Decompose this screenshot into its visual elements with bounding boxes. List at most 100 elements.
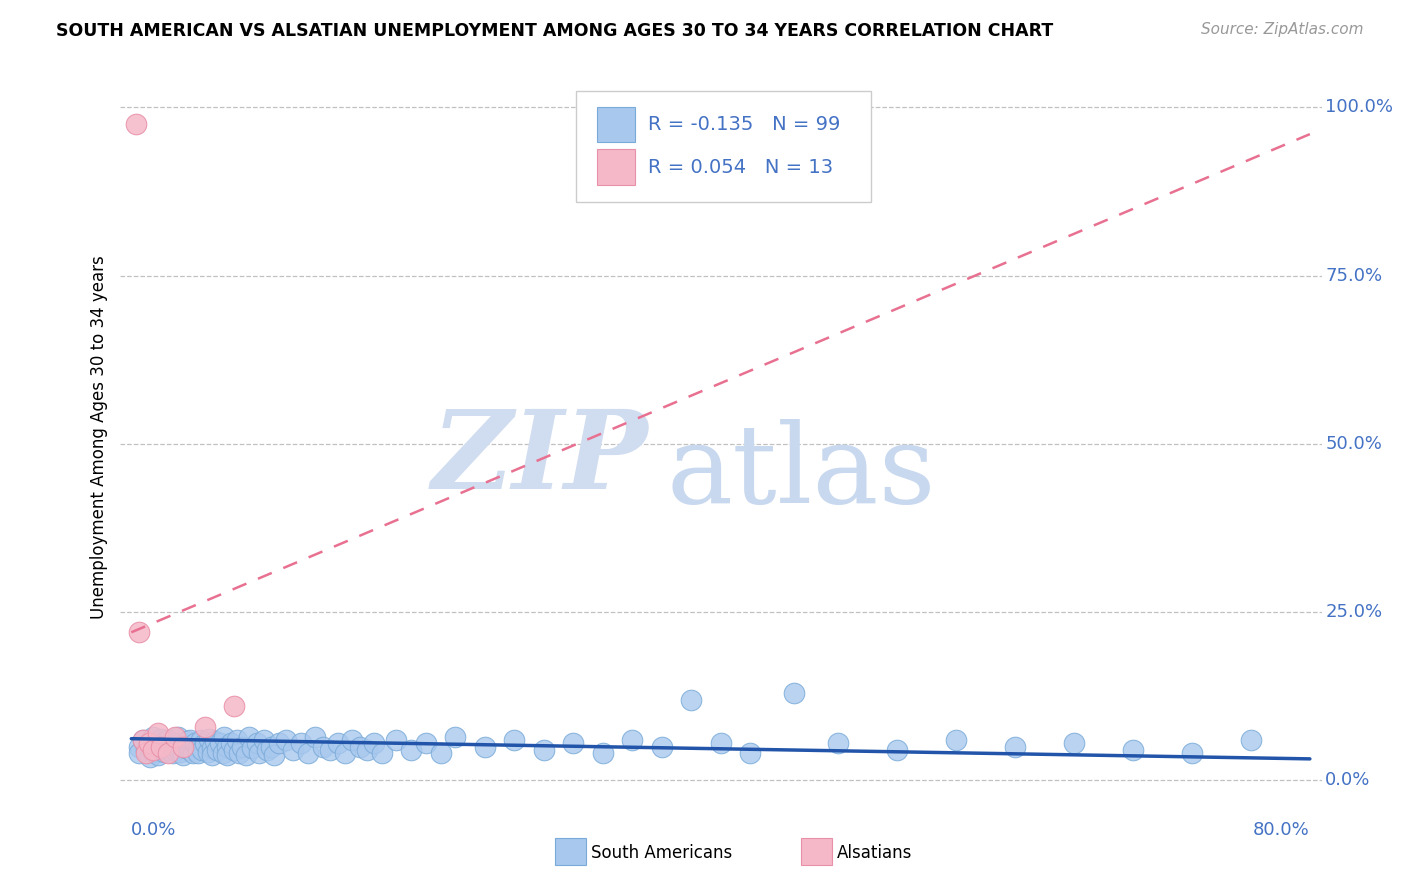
Point — [245, 736, 267, 750]
Bar — [596, 150, 636, 186]
Point — [235, 747, 257, 762]
Point — [224, 699, 246, 714]
Point — [238, 730, 260, 744]
Point — [215, 739, 238, 754]
Point — [231, 739, 253, 754]
Point — [827, 736, 849, 750]
Text: 50.0%: 50.0% — [1326, 434, 1382, 453]
Point — [142, 745, 165, 759]
Point — [194, 736, 217, 750]
Point — [142, 730, 165, 744]
FancyBboxPatch shape — [576, 91, 870, 202]
Point — [153, 734, 176, 748]
Point — [204, 734, 226, 748]
Point — [415, 736, 437, 750]
Point — [149, 739, 172, 754]
Point — [363, 736, 385, 750]
Point — [474, 739, 496, 754]
Text: ZIP: ZIP — [432, 405, 648, 512]
Point — [152, 745, 174, 759]
Point — [621, 733, 644, 747]
Point — [176, 734, 198, 748]
Point — [165, 730, 187, 744]
Point — [651, 739, 673, 754]
Text: South Americans: South Americans — [591, 844, 731, 862]
Point — [165, 743, 187, 757]
Point — [146, 747, 169, 762]
Text: 0.0%: 0.0% — [131, 821, 177, 838]
Point — [181, 747, 204, 761]
Point — [356, 743, 378, 757]
Point — [326, 736, 349, 750]
Text: SOUTH AMERICAN VS ALSATIAN UNEMPLOYMENT AMONG AGES 30 TO 34 YEARS CORRELATION CH: SOUTH AMERICAN VS ALSATIAN UNEMPLOYMENT … — [56, 22, 1053, 40]
Text: 75.0%: 75.0% — [1326, 267, 1382, 285]
Point — [191, 743, 214, 757]
Text: Source: ZipAtlas.com: Source: ZipAtlas.com — [1201, 22, 1364, 37]
Point — [256, 743, 278, 757]
Point — [240, 741, 263, 756]
Point — [349, 739, 371, 754]
Point — [138, 736, 160, 750]
Point — [194, 720, 217, 734]
Point — [267, 736, 290, 750]
Point — [183, 736, 205, 750]
Point — [149, 741, 172, 756]
Point — [290, 736, 312, 750]
Point — [132, 733, 155, 747]
Point — [162, 747, 184, 761]
Point — [592, 747, 614, 761]
Point — [253, 733, 276, 747]
Point — [157, 733, 180, 747]
Point — [249, 747, 271, 761]
Point — [429, 747, 451, 761]
Point — [167, 730, 190, 744]
Text: 80.0%: 80.0% — [1253, 821, 1310, 838]
Point — [149, 731, 172, 746]
Point — [297, 747, 319, 761]
Text: R = -0.135   N = 99: R = -0.135 N = 99 — [648, 115, 841, 134]
Point — [304, 730, 326, 744]
Point — [187, 747, 209, 761]
Point — [1122, 743, 1144, 757]
Bar — [596, 107, 636, 143]
Text: R = 0.054   N = 13: R = 0.054 N = 13 — [648, 158, 834, 177]
Text: atlas: atlas — [666, 419, 936, 526]
Point — [562, 736, 585, 750]
Point — [139, 749, 162, 764]
Point — [208, 736, 231, 750]
Point — [221, 736, 243, 750]
Y-axis label: Unemployment Among Ages 30 to 34 years: Unemployment Among Ages 30 to 34 years — [90, 255, 108, 619]
Point — [146, 726, 169, 740]
Point — [201, 741, 224, 756]
Point — [160, 739, 183, 754]
Point — [128, 625, 150, 640]
Point — [224, 743, 246, 757]
Point — [157, 747, 180, 761]
Point — [283, 743, 305, 757]
Point — [145, 739, 167, 753]
Point — [228, 747, 250, 761]
Point — [399, 743, 422, 757]
Point — [157, 743, 180, 757]
Point — [201, 747, 224, 762]
Point — [886, 743, 908, 757]
Point — [738, 747, 761, 761]
Point — [333, 747, 356, 761]
Point — [945, 733, 967, 747]
Point — [138, 736, 160, 750]
Point — [128, 747, 150, 761]
Point — [142, 743, 165, 757]
Point — [125, 117, 148, 131]
Point — [503, 733, 526, 747]
Text: 100.0%: 100.0% — [1326, 98, 1393, 116]
Point — [174, 741, 197, 756]
Point — [260, 739, 283, 754]
Point — [783, 686, 806, 700]
Point — [169, 745, 191, 759]
Point — [226, 733, 249, 747]
Point — [533, 743, 555, 757]
Point — [319, 743, 342, 757]
Point — [211, 747, 233, 761]
Point — [371, 747, 394, 761]
Point — [172, 739, 194, 754]
